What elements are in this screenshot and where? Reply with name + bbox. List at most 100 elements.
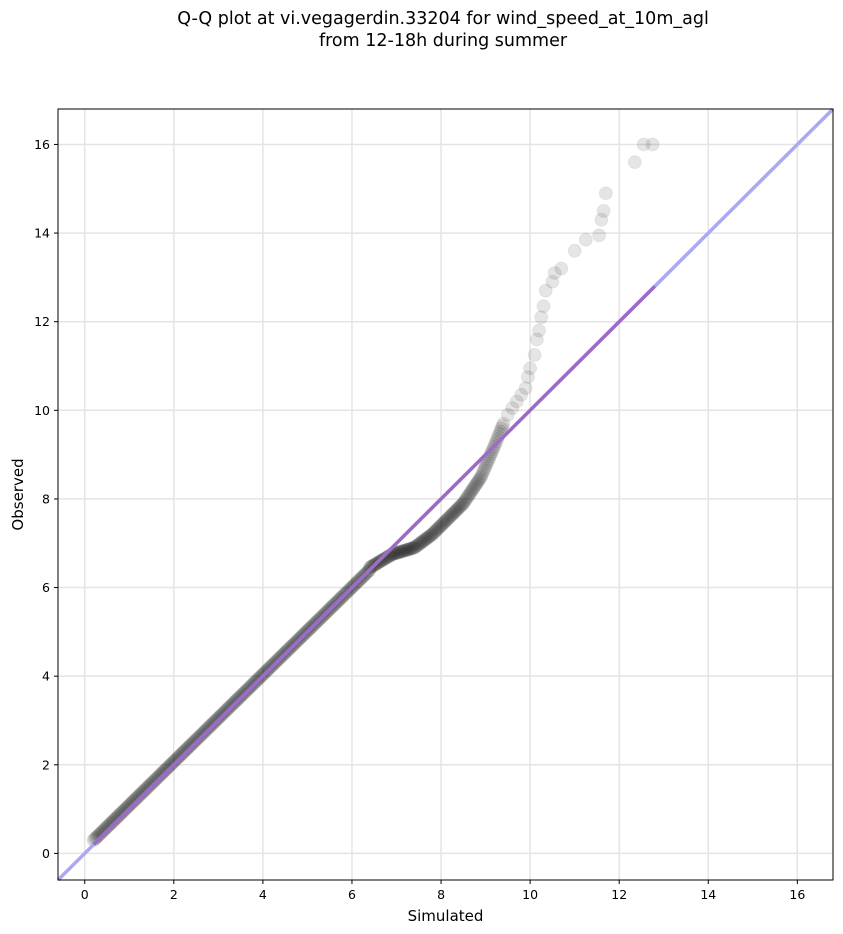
data-point xyxy=(496,416,511,431)
data-point xyxy=(404,541,419,556)
data-point xyxy=(203,718,218,733)
data-point xyxy=(165,756,180,771)
data-point xyxy=(423,528,438,543)
chart-title: Q-Q plot at vi.vegagerdin.33204 for wind… xyxy=(0,8,843,52)
data-point xyxy=(469,476,484,491)
data-point xyxy=(477,461,492,476)
data-point xyxy=(400,542,415,557)
data-point xyxy=(177,743,192,758)
data-point xyxy=(389,545,404,560)
data-point xyxy=(169,751,184,766)
data-point xyxy=(460,490,475,505)
data-point xyxy=(447,504,462,519)
x-tick-label: 14 xyxy=(700,887,716,902)
data-point xyxy=(425,526,440,541)
data-point xyxy=(180,741,195,756)
data-point xyxy=(470,475,485,490)
data-point xyxy=(437,515,452,530)
data-point xyxy=(143,777,158,792)
data-point xyxy=(205,716,220,731)
data-point xyxy=(500,407,515,422)
data-point xyxy=(471,473,486,488)
data-point xyxy=(202,720,217,735)
data-point xyxy=(494,421,509,436)
data-point xyxy=(161,759,176,774)
data-point xyxy=(428,524,443,539)
data-point xyxy=(174,747,189,762)
data-point xyxy=(114,805,129,820)
data-point xyxy=(115,804,130,819)
data-point xyxy=(154,766,169,781)
data-point xyxy=(402,542,417,557)
plot-frame xyxy=(57,108,834,881)
data-point xyxy=(146,774,161,789)
data-point xyxy=(132,787,147,802)
data-point xyxy=(153,767,168,782)
data-point xyxy=(409,539,424,554)
data-point xyxy=(184,736,199,751)
x-tick-label: 6 xyxy=(348,887,356,902)
data-point xyxy=(427,525,442,540)
data-point xyxy=(123,796,138,811)
x-tick-label: 2 xyxy=(170,887,178,902)
y-tick-label: 8 xyxy=(42,491,50,506)
data-point xyxy=(194,727,209,742)
y-tick-label: 16 xyxy=(34,137,50,152)
data-point xyxy=(195,726,210,741)
data-point xyxy=(159,761,174,776)
data-point xyxy=(392,545,407,560)
data-point xyxy=(121,799,136,814)
data-point xyxy=(150,770,165,785)
data-point xyxy=(456,496,471,511)
data-point xyxy=(416,533,431,548)
data-point xyxy=(475,466,490,481)
data-point xyxy=(429,523,444,538)
data-point xyxy=(399,543,414,558)
data-point xyxy=(439,513,454,528)
data-point xyxy=(464,484,479,499)
data-point xyxy=(431,521,446,536)
data-point xyxy=(465,482,480,497)
data-point xyxy=(151,769,166,784)
data-point xyxy=(183,738,198,753)
data-point xyxy=(467,479,482,494)
data-point xyxy=(472,472,487,487)
data-point xyxy=(190,731,205,746)
y-tick-label: 0 xyxy=(42,846,50,861)
data-point xyxy=(442,510,457,525)
data-point xyxy=(185,735,200,750)
data-point xyxy=(411,537,426,552)
data-point xyxy=(166,755,181,770)
data-point xyxy=(394,544,409,559)
data-point xyxy=(536,299,551,314)
x-tick-label: 10 xyxy=(522,887,538,902)
data-point xyxy=(645,137,660,152)
x-tick-label: 8 xyxy=(437,887,445,902)
data-point xyxy=(160,760,175,775)
data-point xyxy=(120,800,135,815)
data-point xyxy=(415,534,430,549)
data-point xyxy=(393,544,408,559)
data-point xyxy=(196,725,211,740)
data-point xyxy=(538,283,553,298)
data-point xyxy=(176,744,191,759)
fit-line xyxy=(92,285,657,846)
data-point xyxy=(199,722,214,737)
data-point xyxy=(388,546,403,561)
data-point xyxy=(168,752,183,767)
data-point xyxy=(474,468,489,483)
data-point xyxy=(436,516,451,531)
data-point xyxy=(636,137,651,152)
data-point xyxy=(509,394,524,409)
data-point xyxy=(396,543,411,558)
data-point xyxy=(412,536,427,551)
data-point xyxy=(192,729,207,744)
data-point xyxy=(554,261,569,276)
data-point xyxy=(144,776,159,791)
data-point xyxy=(197,724,212,739)
data-point xyxy=(206,715,221,730)
data-point xyxy=(378,551,393,566)
data-point xyxy=(422,529,437,544)
data-point xyxy=(130,790,145,805)
data-point xyxy=(191,730,206,745)
